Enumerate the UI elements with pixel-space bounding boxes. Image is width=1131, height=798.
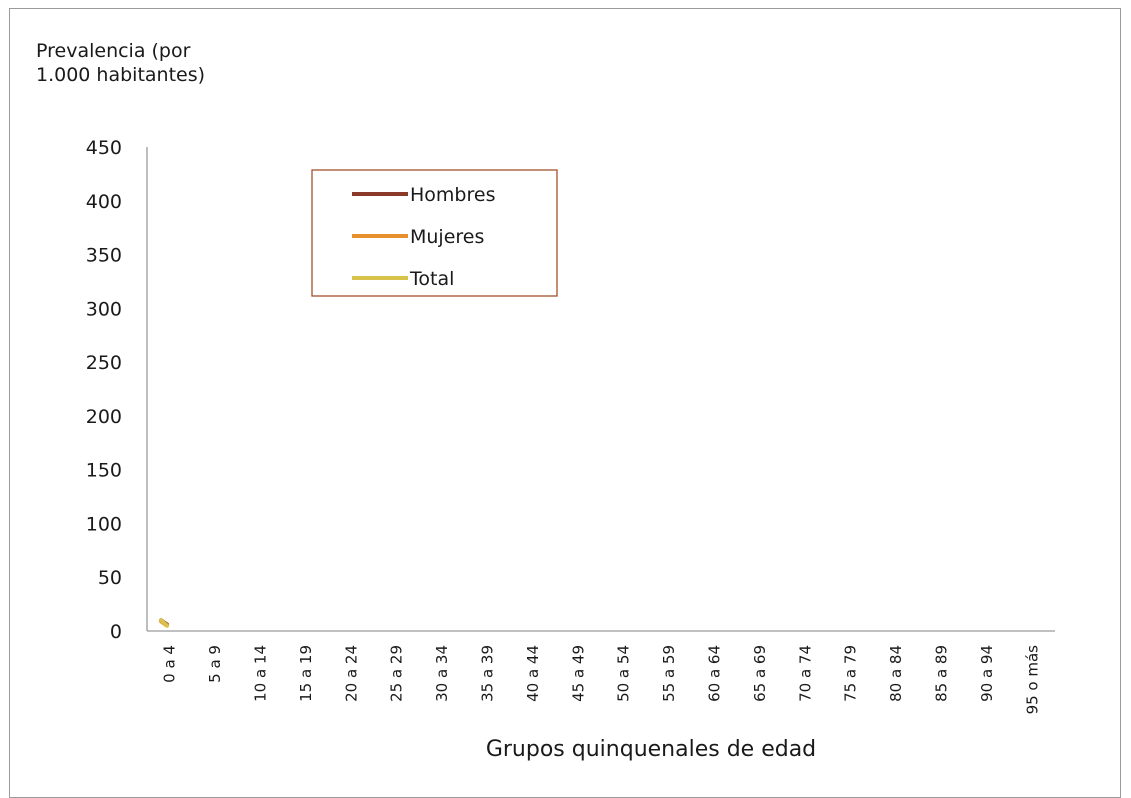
x-tick-label: 10 a 14 <box>252 645 270 702</box>
line-chart: 0 50 100 150 200 250 300 350 400 450 0 a 4 5 a 9 10… <box>86 137 1055 762</box>
legend-label-hombres: Hombres <box>410 184 495 206</box>
y-tick-label: 450 <box>86 137 122 159</box>
x-tick-label: 50 a 54 <box>615 645 633 702</box>
y-tick-label: 250 <box>86 352 122 374</box>
y-tick-label: 100 <box>86 513 122 535</box>
x-tick-label: 40 a 44 <box>524 645 542 702</box>
x-tick-label: 90 a 94 <box>978 645 996 702</box>
x-tick-label: 85 a 89 <box>933 645 951 702</box>
x-tick-label: 45 a 49 <box>569 645 587 702</box>
series-lines <box>159 618 169 628</box>
y-tick-label: 400 <box>86 191 122 213</box>
x-tick-label: 15 a 19 <box>297 645 315 702</box>
legend-label-mujeres: Mujeres <box>410 226 484 248</box>
y-ticks: 0 50 100 150 200 250 300 350 400 450 <box>86 137 122 643</box>
axes <box>146 147 1055 632</box>
x-axis-label: Grupos quinquenales de edad <box>486 737 816 762</box>
x-tick-label: 70 a 74 <box>796 645 814 702</box>
x-tick-label: 30 a 34 <box>433 645 451 702</box>
legend-label-total: Total <box>409 268 454 290</box>
x-tick-label: 25 a 29 <box>388 645 406 702</box>
legend-box <box>311 169 558 297</box>
series-line-total <box>159 618 169 628</box>
y-tick-label: 50 <box>98 567 122 589</box>
x-tick-label: 75 a 79 <box>842 645 860 702</box>
x-tick-label: 5 a 9 <box>206 645 224 683</box>
x-tick-label: 80 a 84 <box>887 645 905 702</box>
x-ticks: 0 a 4 5 a 9 10 a 14 15 a 19 20 a 24 25 a 29 30… <box>161 645 1042 715</box>
y-tick-label: 150 <box>86 460 122 482</box>
y-axis-label-line-2: 1.000 habitantes) <box>36 64 206 86</box>
x-tick-label: 0 a 4 <box>161 645 179 683</box>
y-tick-label: 350 <box>86 245 122 267</box>
y-tick-label: 200 <box>86 406 122 428</box>
x-tick-label: 95 o más <box>1023 645 1041 715</box>
x-tick-label: 20 a 24 <box>342 645 360 702</box>
y-tick-label: 300 <box>86 298 122 320</box>
x-tick-label: 65 a 69 <box>751 645 769 702</box>
y-axis-label-line-1: Prevalencia (por <box>36 40 191 62</box>
x-tick-label: 60 a 64 <box>706 645 724 702</box>
x-tick-label: 35 a 39 <box>479 645 497 702</box>
legend: Hombres Mujeres Total <box>311 169 558 297</box>
y-tick-label: 0 <box>110 621 122 643</box>
x-tick-label: 55 a 59 <box>660 645 678 702</box>
